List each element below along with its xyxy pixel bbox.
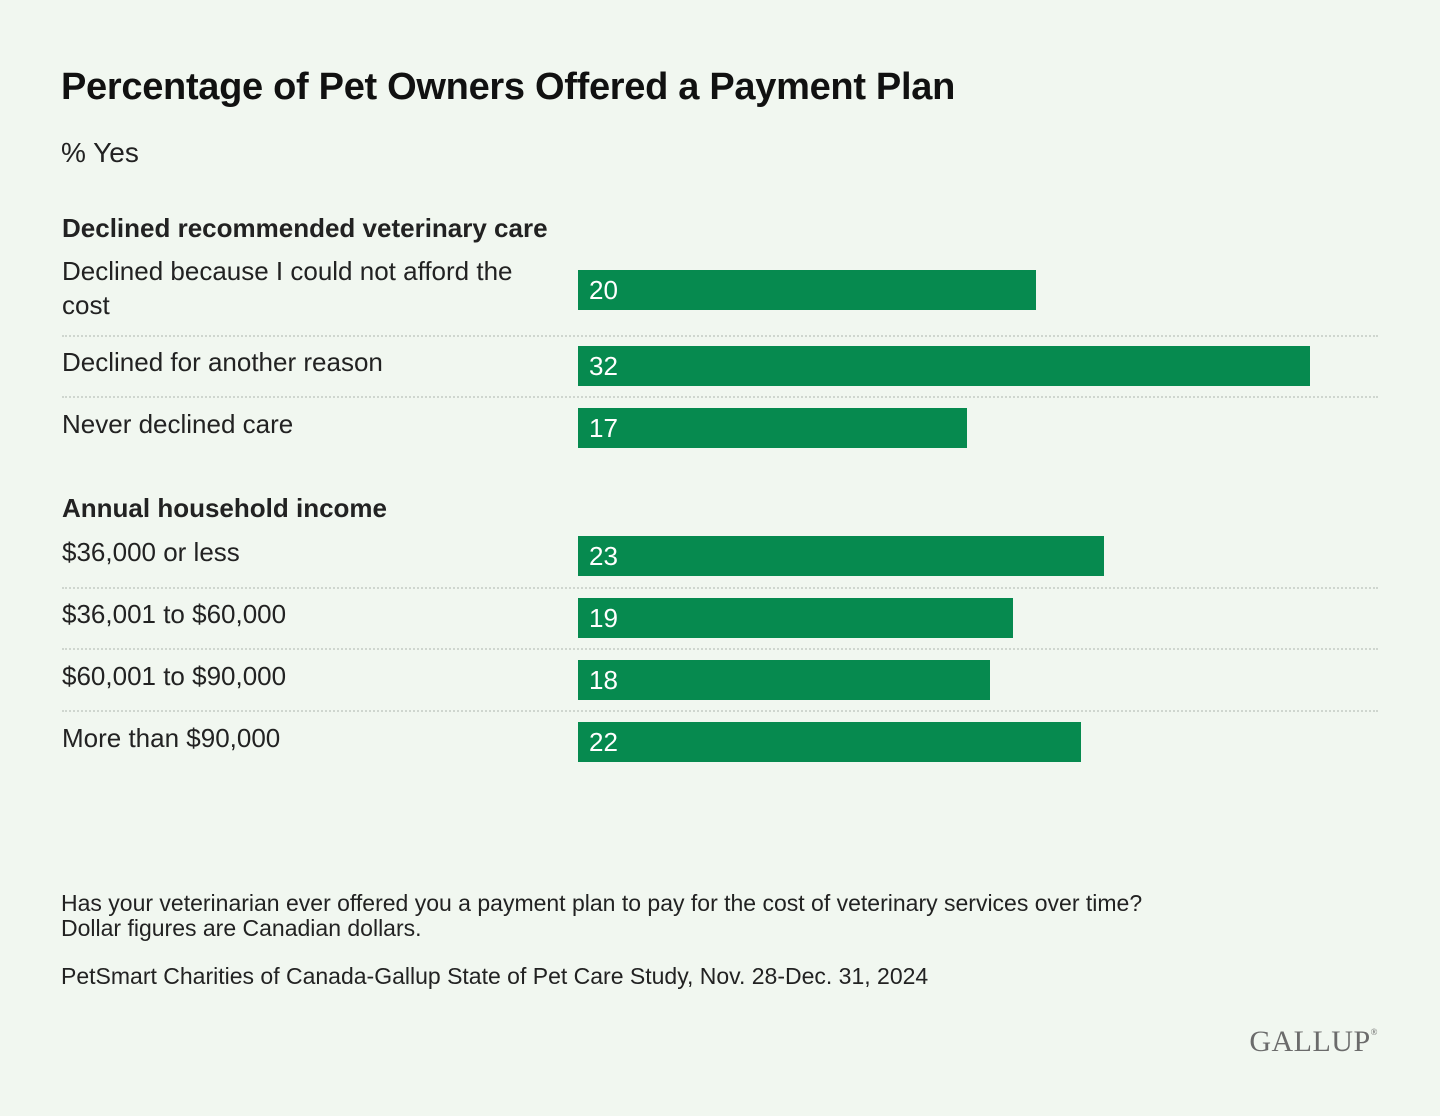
- bar: [578, 722, 1081, 762]
- source-note: PetSmart Charities of Canada-Gallup Stat…: [61, 963, 929, 989]
- bar: [578, 598, 1013, 638]
- gallup-logo-text: GALLUP: [1249, 1025, 1371, 1058]
- bar-value-label: 18: [589, 665, 618, 695]
- category-label: Declined because I could not afford the …: [62, 256, 513, 320]
- category-label: $36,000 or less: [62, 537, 240, 567]
- bar-value-label: 23: [589, 541, 618, 571]
- bar: [578, 270, 1036, 310]
- bar-value-label: 22: [589, 727, 618, 757]
- row-divider: [62, 335, 1378, 337]
- category-label: More than $90,000: [62, 723, 281, 753]
- currency-note: Dollar figures are Canadian dollars.: [61, 915, 422, 941]
- bar: [578, 536, 1104, 576]
- row-divider: [62, 648, 1378, 650]
- question-note: Has your veterinarian ever offered you a…: [61, 890, 1143, 916]
- bar-value-label: 19: [589, 603, 618, 633]
- bar: [578, 408, 967, 448]
- category-label: $36,001 to $60,000: [62, 599, 287, 629]
- category-label: Never declined care: [62, 409, 294, 439]
- bar-value-label: 20: [589, 275, 618, 305]
- bar-value-label: 17: [589, 413, 618, 443]
- category-label: Declined for another reason: [62, 347, 383, 377]
- bar: [578, 346, 1310, 386]
- bar-value-label: 32: [589, 351, 618, 381]
- group-header: Annual household income: [62, 493, 388, 523]
- chart-subtitle: % Yes: [61, 137, 139, 168]
- row-divider: [62, 710, 1378, 712]
- chart-title: Percentage of Pet Owners Offered a Payme…: [61, 66, 955, 108]
- gallup-logo: GALLUP®: [1249, 1025, 1378, 1058]
- bar: [578, 660, 990, 700]
- category-label: $60,001 to $90,000: [62, 661, 287, 691]
- group-header: Declined recommended veterinary care: [62, 213, 548, 243]
- row-divider: [62, 587, 1378, 589]
- row-divider: [62, 396, 1378, 398]
